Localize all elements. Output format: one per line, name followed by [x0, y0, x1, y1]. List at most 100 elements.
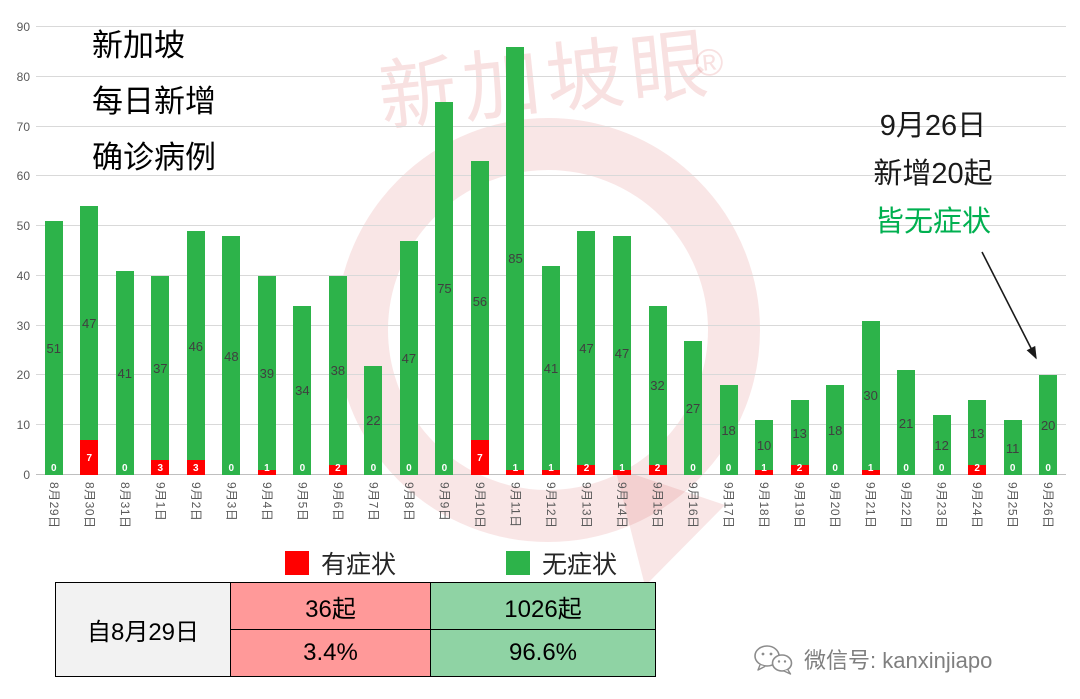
bar-slot: 85 1 [498, 27, 534, 475]
bar-slot: 39 1 [249, 27, 285, 475]
asymptomatic-value-label: 12 [934, 438, 949, 454]
x-tick-text: 9月5日 [295, 482, 310, 522]
asymptomatic-value-label: 47 [614, 346, 630, 362]
asymptomatic-segment [470, 161, 489, 441]
x-tick-text: 9月8日 [401, 482, 416, 522]
bar-slot: 47 7 [72, 27, 108, 475]
symptomatic-segment [755, 470, 774, 475]
asymptomatic-segment [151, 275, 170, 461]
x-tick-text: 9月4日 [259, 482, 274, 522]
chart-title: 新加坡 每日新增 确诊病例 [92, 28, 216, 175]
x-tick-text: 9月1日 [153, 482, 168, 522]
asymptomatic-value-label: 41 [117, 365, 133, 381]
symptomatic-value-label: 7 [477, 452, 483, 464]
asymptomatic-segment [44, 221, 63, 475]
asymptomatic-segment [755, 420, 774, 471]
asymptomatic-segment [790, 400, 809, 466]
bar-slot: 51 0 [36, 27, 72, 475]
bar: 47 1 [613, 27, 631, 475]
asymptomatic-segment [506, 46, 525, 471]
symptomatic-value-label: 1 [264, 463, 270, 474]
asymptomatic-value-label: 51 [46, 341, 61, 357]
bar: 47 0 [399, 27, 418, 475]
bar-slot: 37 3 [143, 27, 179, 475]
y-tick-label: 0 [23, 468, 30, 482]
symptomatic-value-label: 0 [690, 463, 696, 474]
bar: 47 2 [577, 27, 596, 475]
bar-slot: 32 2 [640, 27, 676, 475]
asymptomatic-percent-cell: 96.6% [430, 629, 656, 677]
symptomatic-segment [186, 460, 205, 475]
y-tick-label: 50 [16, 219, 30, 234]
bar: 38 2 [328, 27, 347, 475]
symptomatic-segment [328, 465, 347, 475]
asymptomatic-segment [257, 275, 276, 471]
symptomatic-value-label: 0 [50, 463, 57, 474]
bar-slot: 75 0 [427, 27, 463, 475]
symptomatic-value-label: 0 [832, 463, 838, 474]
asymptomatic-segment [719, 385, 738, 475]
bar-slot: 10 1 [746, 27, 782, 475]
bar: 12 0 [932, 27, 951, 475]
symptomatic-value-label: 7 [86, 452, 93, 464]
symptomatic-segment [790, 465, 809, 475]
x-tick-label: 9月4日 [249, 479, 285, 541]
asymptomatic-value-label: 21 [898, 415, 914, 431]
annotation-status: 皆无症状 [874, 206, 991, 238]
wechat-icon [754, 645, 793, 675]
x-tick-label: 9月24日 [959, 479, 995, 541]
asymptomatic-segment [293, 305, 312, 475]
legend: 有症状 无症状 [36, 545, 866, 581]
bar-slot: 30 1 [853, 27, 889, 475]
asymptomatic-value-label: 85 [508, 251, 523, 267]
bar: 22 0 [364, 27, 383, 475]
asymptomatic-value-label: 13 [792, 425, 807, 441]
bar-slot: 13 2 [959, 27, 995, 475]
legend-swatch [506, 551, 530, 575]
asymptomatic-value-label: 13 [969, 425, 985, 441]
x-tick-text: 9月24日 [970, 482, 985, 529]
asymptomatic-value-label: 18 [827, 423, 843, 439]
symptomatic-value-label: 0 [938, 463, 945, 474]
asymptomatic-segment [577, 231, 596, 466]
bar: 85 1 [506, 27, 525, 475]
bar-slot: 48 0 [214, 27, 250, 475]
x-tick-label: 9月20日 [817, 479, 853, 541]
x-tick-label: 9月14日 [604, 479, 640, 541]
symptomatic-value-label: 1 [512, 463, 519, 474]
x-tick-label: 9月6日 [320, 479, 356, 541]
asymptomatic-segment [328, 275, 347, 466]
bar: 56 7 [470, 27, 489, 475]
x-tick-label: 9月21日 [853, 479, 889, 541]
symptomatic-value-label: 0 [903, 463, 909, 474]
y-tick-label: 20 [16, 368, 30, 383]
table-row: 自8月29日 36起 1026起 [55, 582, 656, 677]
bar-slot: 18 0 [711, 27, 747, 475]
symptomatic-count-cell: 36起 [230, 582, 431, 630]
symptomatic-segment [648, 465, 667, 475]
asymptomatic-value-label: 38 [330, 363, 346, 379]
symptomatic-segment [80, 440, 99, 475]
symptomatic-segment [968, 465, 987, 475]
x-tick-label: 9月11日 [498, 479, 534, 541]
bar-slot: 41 1 [533, 27, 569, 475]
asymptomatic-segment [541, 265, 560, 471]
x-tick-label: 8月30日 [72, 479, 108, 541]
y-tick-label: 90 [16, 20, 30, 34]
bar: 41 1 [541, 27, 560, 475]
asymptomatic-value-label: 47 [82, 316, 97, 332]
bar: 11 0 [1003, 27, 1022, 475]
legend-label: 无症状 [542, 551, 618, 579]
asymptomatic-value-label: 18 [721, 423, 736, 439]
bar: 51 0 [44, 27, 63, 475]
x-tick-label: 8月31日 [107, 479, 143, 541]
asymptomatic-value-label: 32 [650, 378, 665, 394]
symptomatic-value-label: 0 [441, 463, 448, 474]
y-tick-label: 70 [16, 119, 30, 134]
symptomatic-segment [151, 460, 170, 475]
x-tick-label: 9月3日 [214, 479, 250, 541]
bar: 13 2 [968, 27, 987, 475]
x-tick-label: 8月29日 [36, 479, 72, 541]
symptomatic-value-label: 0 [299, 463, 306, 474]
